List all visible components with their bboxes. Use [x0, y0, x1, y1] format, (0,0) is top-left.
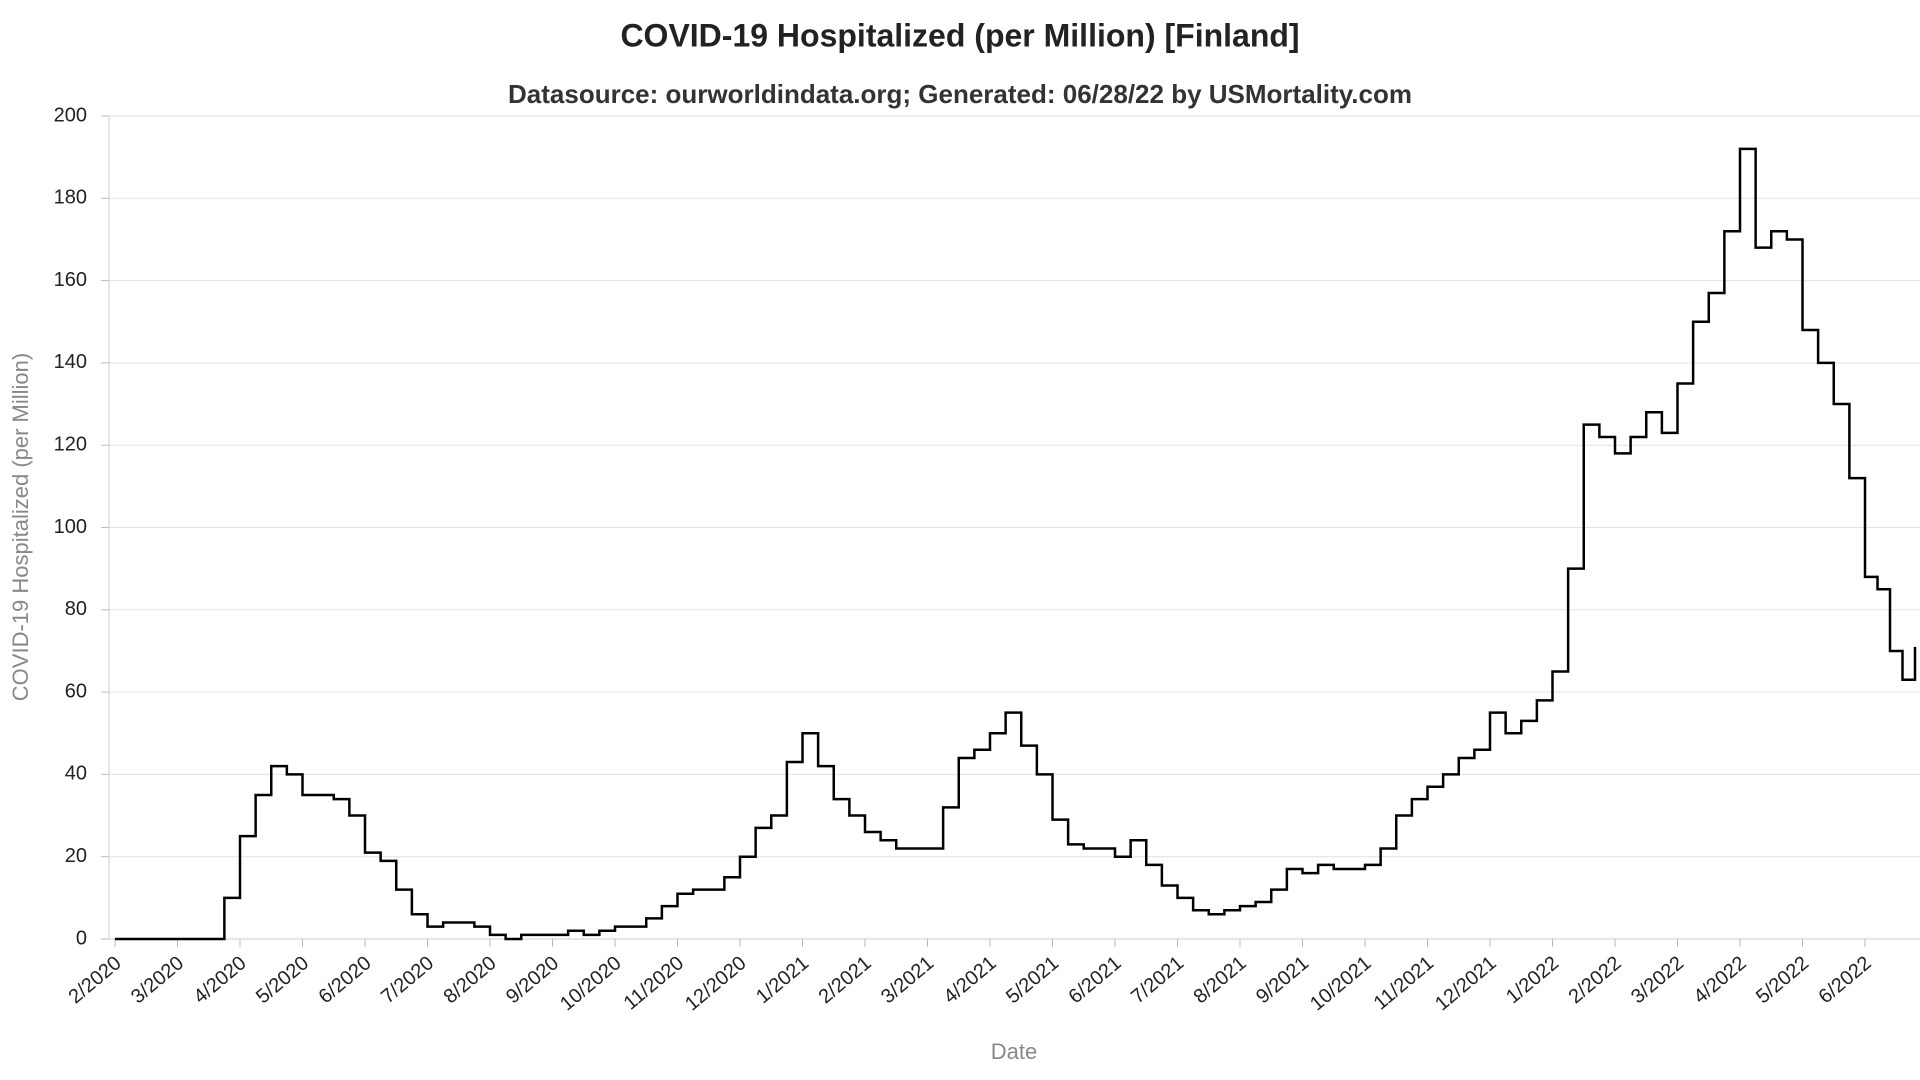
x-tick-label: 10/2021	[1306, 952, 1376, 1015]
x-tick-label: 6/2022	[1815, 952, 1876, 1008]
y-tick-label: 100	[54, 516, 87, 538]
x-tick-label: 3/2022	[1627, 952, 1688, 1008]
x-tick-label: 2/2020	[65, 952, 126, 1008]
x-tick-label: 5/2022	[1752, 952, 1813, 1008]
y-tick-label: 80	[65, 598, 87, 620]
x-tick-label: 7/2021	[1127, 952, 1188, 1008]
y-tick-label: 140	[54, 351, 87, 373]
x-tick-label: 5/2020	[252, 952, 313, 1008]
data-line	[115, 147, 1917, 941]
x-tick-label: 6/2021	[1065, 952, 1126, 1008]
y-tick-label: 0	[76, 927, 87, 949]
x-tick-label: 3/2020	[127, 952, 188, 1008]
x-tick-label: 11/2021	[1370, 952, 1438, 1014]
y-tick-label: 20	[65, 845, 87, 867]
y-axis-title: COVID-19 Hospitalized (per Million)	[8, 353, 33, 701]
y-tick-label: 160	[54, 269, 87, 291]
x-tick-label: 1/2021	[752, 952, 813, 1008]
x-tick-label: 1/2022	[1502, 952, 1563, 1008]
x-tick-label: 3/2021	[877, 952, 938, 1008]
x-tick-label: 4/2020	[190, 952, 251, 1008]
x-tick-label: 2/2021	[815, 952, 876, 1008]
chart-title: COVID-19 Hospitalized (per Million) [Fin…	[620, 17, 1299, 53]
x-tick-label: 8/2021	[1190, 952, 1251, 1008]
x-tick-label: 12/2020	[681, 952, 751, 1015]
y-tick-label: 120	[54, 433, 87, 455]
x-tick-label: 10/2020	[556, 952, 626, 1015]
x-tick-label: 5/2021	[1002, 952, 1063, 1008]
y-tick-label: 40	[65, 763, 87, 785]
x-tick-label: 8/2020	[440, 952, 501, 1008]
x-axis-title: Date	[991, 1039, 1037, 1064]
x-tick-label: 2/2022	[1565, 952, 1626, 1008]
x-tick-label: 7/2020	[377, 952, 438, 1008]
x-tick-label: 12/2021	[1431, 952, 1501, 1015]
x-tick-label: 4/2022	[1690, 952, 1751, 1008]
x-tick-label: 11/2020	[620, 952, 688, 1014]
y-tick-label: 200	[54, 104, 87, 126]
y-tick-label: 180	[54, 187, 87, 209]
x-tick-label: 9/2020	[502, 952, 563, 1008]
x-tick-label: 4/2021	[940, 952, 1001, 1008]
chart-subtitle: Datasource: ourworldindata.org; Generate…	[508, 79, 1412, 109]
y-tick-label: 60	[65, 680, 87, 702]
x-tick-label: 9/2021	[1252, 952, 1313, 1008]
x-tick-label: 6/2020	[315, 952, 376, 1008]
